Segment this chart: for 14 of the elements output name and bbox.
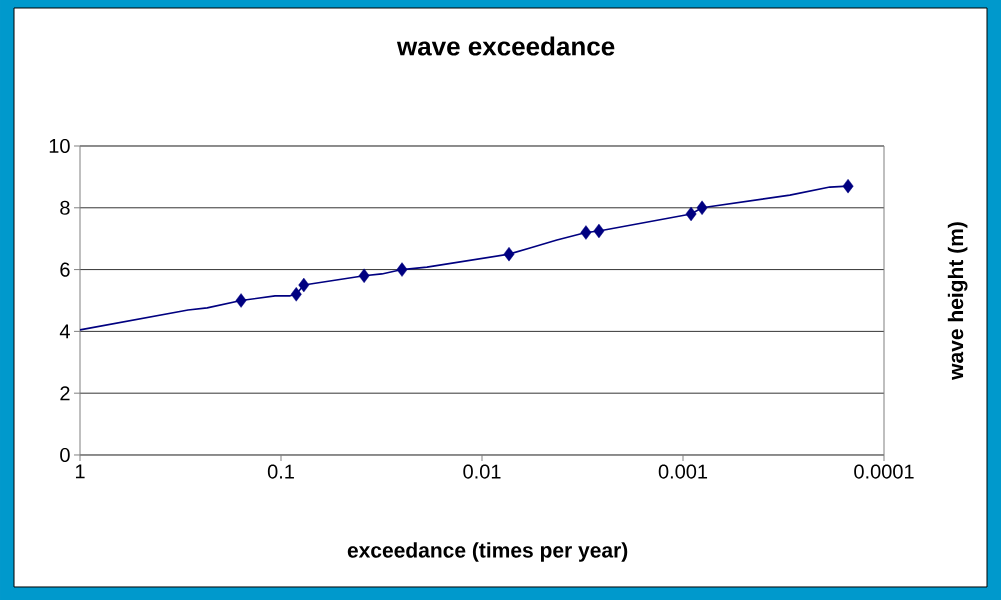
y-tick-label: 0	[60, 447, 70, 463]
y-axis-title: wave height (m)	[947, 222, 968, 380]
y-tick-label: 10	[49, 138, 70, 154]
y-tick-label: 6	[60, 262, 70, 277]
x-tick-label: 0.0001	[854, 464, 914, 479]
x-axis-title: exceedance (times per year)	[347, 542, 628, 562]
y-tick-label: 8	[60, 200, 70, 215]
x-tick-label: 0.001	[658, 464, 708, 479]
x-tick-label: 1	[75, 464, 85, 479]
y-tick-label: 2	[60, 386, 70, 401]
chart-title: wave exceedance	[396, 36, 615, 56]
y-tick-label: 4	[59, 324, 70, 339]
x-tick-label: 0.1	[267, 464, 294, 479]
x-tick-label: 0.01	[463, 464, 501, 479]
